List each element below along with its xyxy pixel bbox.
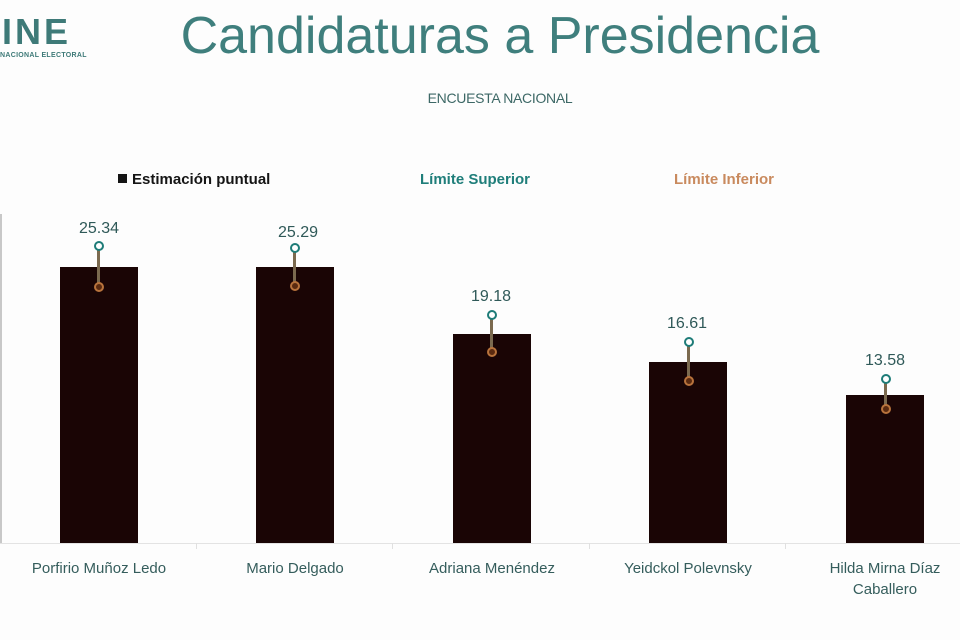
value-label: 25.29 <box>277 224 319 241</box>
value-label: 16.61 <box>666 315 708 332</box>
error-bar <box>884 381 887 409</box>
axis-tick <box>785 543 786 549</box>
category-label: Yeidckol Polevnsky <box>624 560 752 577</box>
bar-yeidckol <box>649 362 727 543</box>
error-bar <box>490 316 493 352</box>
lower-limit-marker <box>881 404 891 414</box>
bar-mario <box>256 267 334 543</box>
lower-limit-marker <box>290 281 300 291</box>
category-label: Adriana Menéndez <box>429 560 555 577</box>
legend-square-icon <box>118 174 127 183</box>
x-axis-line <box>0 543 960 544</box>
legend-upper-limit: Límite Superior <box>420 171 530 188</box>
error-bar <box>687 343 690 381</box>
category-label: Hilda Mirna Díaz Caballero <box>829 560 941 598</box>
lower-limit-marker <box>487 347 497 357</box>
upper-limit-marker <box>290 243 300 253</box>
logo-mark: INE <box>2 11 72 52</box>
error-bar <box>97 248 100 286</box>
axis-tick <box>589 543 590 549</box>
upper-limit-marker <box>881 374 891 384</box>
ine-logo: INE NACIONAL ELECTORAL <box>0 11 110 60</box>
bar-adriana <box>453 334 531 543</box>
legend-point-label: Estimación puntual <box>132 171 271 188</box>
lower-limit-marker <box>94 282 104 292</box>
axis-tick <box>392 543 393 549</box>
legend-lower-label: Límite Inferior <box>674 171 775 188</box>
category-label: Mario Delgado <box>246 560 344 577</box>
upper-limit-marker <box>487 310 497 320</box>
logo-subtext: NACIONAL ELECTORAL <box>0 52 87 59</box>
bar-hilda <box>846 395 924 543</box>
lower-limit-marker <box>684 376 694 386</box>
legend-lower-limit: Límite Inferior <box>674 171 774 188</box>
error-bar <box>293 250 296 286</box>
y-axis-line <box>0 214 2 544</box>
value-label: 25.34 <box>78 220 120 237</box>
axis-tick <box>196 543 197 549</box>
upper-limit-marker <box>94 241 104 251</box>
page-title: Candidaturas a Presidencia <box>180 7 820 65</box>
value-label: 19.18 <box>470 288 512 305</box>
upper-limit-marker <box>684 337 694 347</box>
category-label: Porfirio Muñoz Ledo <box>31 560 167 577</box>
legend-point-estimate: Estimación puntual <box>118 171 270 188</box>
chart-subtitle: ENCUESTA NACIONAL <box>427 90 573 106</box>
value-label: 13.58 <box>864 352 906 369</box>
legend-upper-label: Límite Superior <box>420 171 531 188</box>
bar-porfirio <box>60 267 138 543</box>
chart-legend: Estimación puntual Límite Superior Límit… <box>0 171 960 193</box>
